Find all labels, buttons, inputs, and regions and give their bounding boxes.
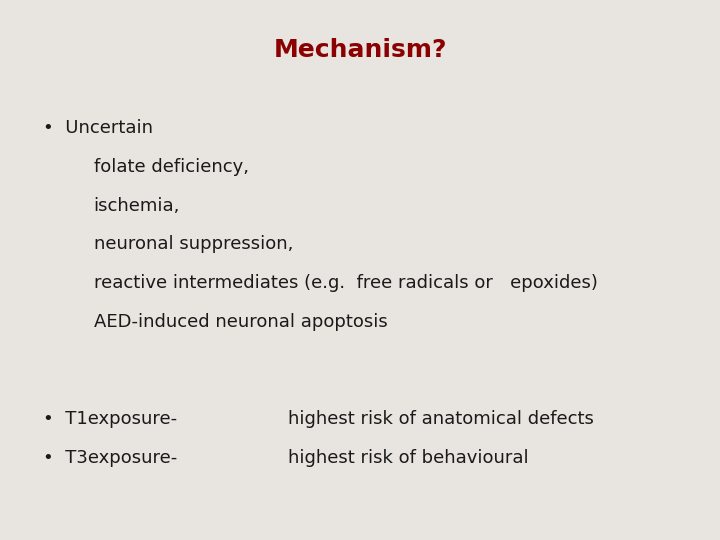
Text: AED-induced neuronal apoptosis: AED-induced neuronal apoptosis: [94, 313, 387, 331]
Text: folate deficiency,: folate deficiency,: [94, 158, 248, 176]
Text: reactive intermediates (e.g.  free radicals or   epoxides): reactive intermediates (e.g. free radica…: [94, 274, 598, 292]
Text: highest risk of behavioural: highest risk of behavioural: [288, 449, 528, 467]
Text: •  Uncertain: • Uncertain: [43, 119, 153, 137]
Text: ischemia,: ischemia,: [94, 197, 180, 214]
Text: neuronal suppression,: neuronal suppression,: [94, 235, 293, 253]
Text: •  T1exposure-: • T1exposure-: [43, 410, 177, 428]
Text: •  T3exposure-: • T3exposure-: [43, 449, 177, 467]
Text: Mechanism?: Mechanism?: [274, 38, 446, 62]
Text: highest risk of anatomical defects: highest risk of anatomical defects: [288, 410, 594, 428]
